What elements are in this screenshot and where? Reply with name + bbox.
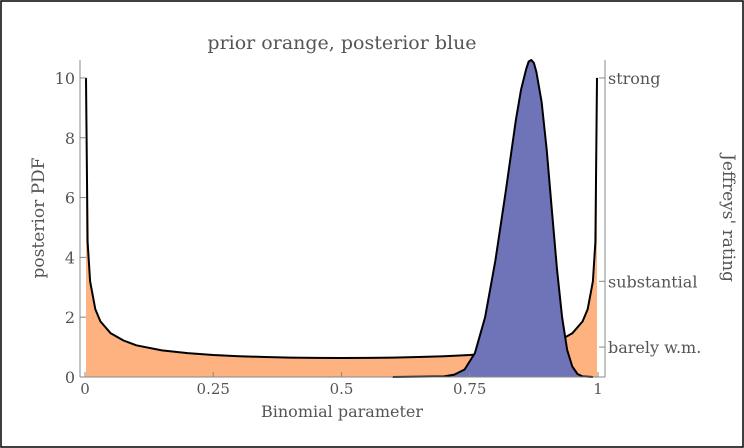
x-tick-label: 0 [80, 380, 90, 398]
series-2-area [392, 60, 593, 377]
y-axis-label: posterior PDF [29, 157, 49, 278]
y-tick-label: 4 [65, 248, 75, 267]
chart-title: prior orange, posterior blue [207, 32, 476, 54]
y-tick-label: 8 [65, 129, 75, 148]
y2-tick-label: substantial [608, 272, 697, 291]
x-tick-label: 0.75 [453, 380, 486, 398]
y-tick-label: 2 [65, 308, 75, 327]
x-tick-label: 0.25 [197, 380, 230, 398]
axes [79, 60, 606, 378]
plot-areas [85, 59, 598, 378]
x-tick-label: 1 [593, 380, 603, 398]
x-tick-label: 0.5 [330, 380, 354, 398]
y2-tick-label: barely w.m. [608, 338, 701, 357]
y-tick-label: 10 [55, 69, 75, 88]
y-tick-label: 6 [65, 189, 75, 208]
y-tick-label: 0 [65, 368, 75, 387]
series-1-line [85, 77, 598, 359]
series-2-line [392, 59, 593, 378]
y2-axis-label: Jeffreys' rating [718, 152, 738, 282]
y2-tick-label: strong [608, 69, 660, 88]
x-axis-label: Binomial parameter [261, 402, 423, 421]
